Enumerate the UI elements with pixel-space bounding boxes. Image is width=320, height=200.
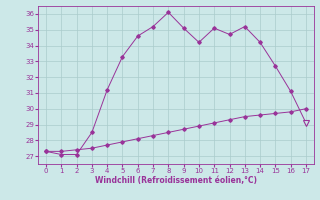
X-axis label: Windchill (Refroidissement éolien,°C): Windchill (Refroidissement éolien,°C) (95, 176, 257, 185)
